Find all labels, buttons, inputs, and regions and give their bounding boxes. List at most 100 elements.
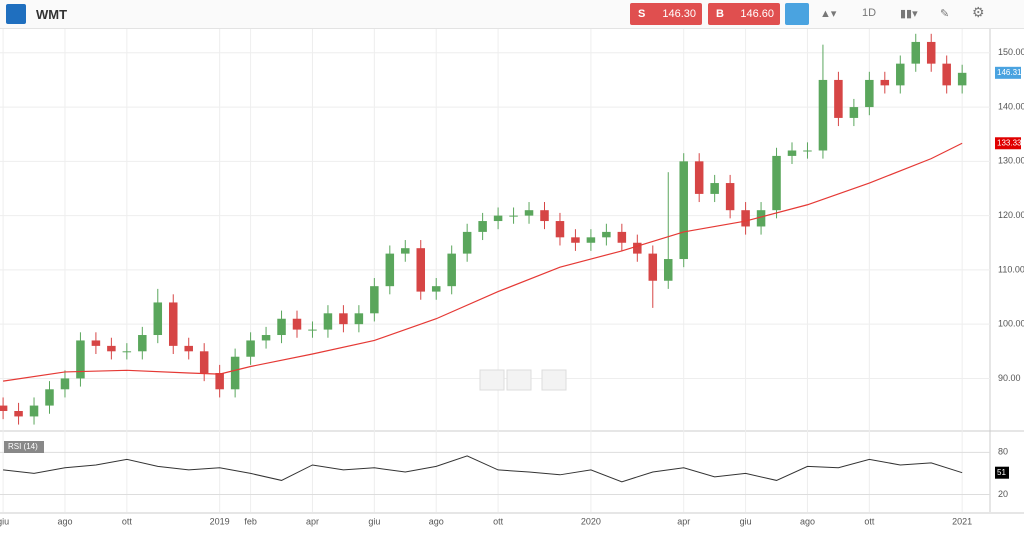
rsi-line [3, 455, 963, 483]
candle-body [818, 79, 828, 151]
candle-body [14, 411, 23, 417]
logo [6, 4, 26, 24]
candle-body [834, 79, 843, 118]
sell-price: 146.30 [662, 8, 696, 20]
candle-body [602, 231, 611, 238]
buy-button[interactable]: B 146.60 [708, 3, 780, 25]
zoom-out-button[interactable] [479, 369, 505, 391]
x-tick-label: ott [493, 516, 504, 526]
candle-body [509, 215, 518, 217]
candle-body [138, 335, 147, 352]
y-tick-label: 110.00 [998, 264, 1024, 274]
candle-body [493, 215, 503, 222]
rsi-value-bg [995, 466, 1009, 479]
candles-button[interactable]: ▮▮▾ [900, 8, 918, 20]
ma-label: 133.33 [997, 138, 1022, 147]
candle-body [184, 345, 193, 352]
y-tick-label: 130.00 [998, 156, 1024, 166]
candle-body [803, 150, 812, 152]
candle-body [261, 335, 271, 341]
candle-body [447, 253, 456, 287]
candle-body [957, 72, 967, 86]
candle-body [354, 313, 364, 325]
timeframe[interactable]: 1D [862, 7, 877, 19]
toolbar: WMT S 146.30 B 146.60 ▲▾ 1D ▮▮▾ ✎ ⚙ [0, 0, 1024, 29]
symbol: WMT [36, 7, 68, 22]
settings-button[interactable]: ⚙ [972, 4, 985, 20]
candle-body [0, 405, 8, 412]
price-label-bg [995, 66, 1021, 79]
x-tick-label: ott [122, 516, 133, 526]
buy-label: B [716, 8, 724, 20]
sell-label: S [638, 8, 646, 20]
candle-body [926, 41, 936, 64]
candle-body [76, 340, 85, 379]
buy-price: 146.60 [740, 8, 774, 20]
candle-body [648, 253, 658, 281]
x-tick-label: 2020 [581, 516, 601, 526]
candle-body [215, 373, 224, 390]
candle-body [555, 221, 565, 238]
x-tick-label: 2021 [952, 516, 972, 526]
x-tick-label: ott [864, 516, 875, 526]
candle-body [323, 313, 333, 330]
candle-body [524, 210, 534, 216]
candle-body [772, 155, 781, 211]
candle-body [694, 161, 704, 194]
candle-body [942, 63, 951, 86]
candle-body [663, 259, 673, 281]
candle-body [122, 351, 132, 353]
zoom-in-button[interactable] [506, 369, 532, 391]
y-tick-label: 80 [998, 447, 1008, 457]
candle-body [462, 231, 472, 254]
panel-title-bg [4, 441, 44, 453]
candle-body [246, 340, 255, 357]
candle-body [277, 318, 286, 336]
candle-body [230, 356, 240, 390]
x-tick-label: ago [57, 516, 72, 526]
y-tick-label: 100.00 [998, 319, 1024, 329]
share-button[interactable] [541, 369, 567, 391]
y-tick-label: 120.00 [998, 210, 1024, 220]
x-tick-label: feb [244, 516, 257, 526]
x-tick-label: giu [368, 516, 380, 526]
ma-label-bg [995, 137, 1021, 150]
candle-body [199, 351, 209, 374]
candle-body [865, 79, 874, 108]
rsi-value: 51 [997, 468, 1006, 477]
candle-body [308, 329, 317, 331]
x-tick-label: giu [0, 516, 9, 526]
chart: giu ago ott 2019 feb apr giu ago ott 2020 apr giu ag… [0, 29, 1024, 526]
panel-title: RSI (14) [8, 442, 38, 451]
candle-body [45, 389, 54, 406]
candle-body [416, 248, 426, 292]
candle-body [431, 286, 441, 292]
sell-button[interactable]: S 146.30 [630, 3, 702, 25]
x-tick-label: apr [306, 516, 319, 526]
price-label: 146.31 [997, 68, 1022, 77]
y-tick-label: 20 [998, 489, 1008, 499]
y-tick-label: 150.00 [998, 47, 1024, 57]
crosshair-button[interactable] [785, 3, 809, 25]
y-tick-label: 90.00 [998, 373, 1021, 383]
candle-body [107, 345, 116, 352]
candle-body [370, 286, 379, 314]
chart-type-button[interactable]: ▲▾ [820, 8, 837, 20]
candle-body [571, 237, 580, 243]
x-tick-label: ago [800, 516, 815, 526]
x-tick-label: 2019 [210, 516, 230, 526]
candle-body [741, 210, 750, 227]
candle-body [91, 340, 101, 346]
candle-body [710, 183, 719, 194]
candle-body [617, 231, 627, 243]
draw-button[interactable]: ✎ [940, 8, 950, 20]
candle-body [540, 210, 549, 222]
candle-body [401, 248, 410, 254]
candle-body [911, 41, 921, 64]
candle-body [787, 150, 797, 156]
candle-body [153, 302, 163, 336]
candle-body [679, 161, 688, 260]
candle-body [339, 313, 348, 325]
moving-average [3, 142, 963, 382]
